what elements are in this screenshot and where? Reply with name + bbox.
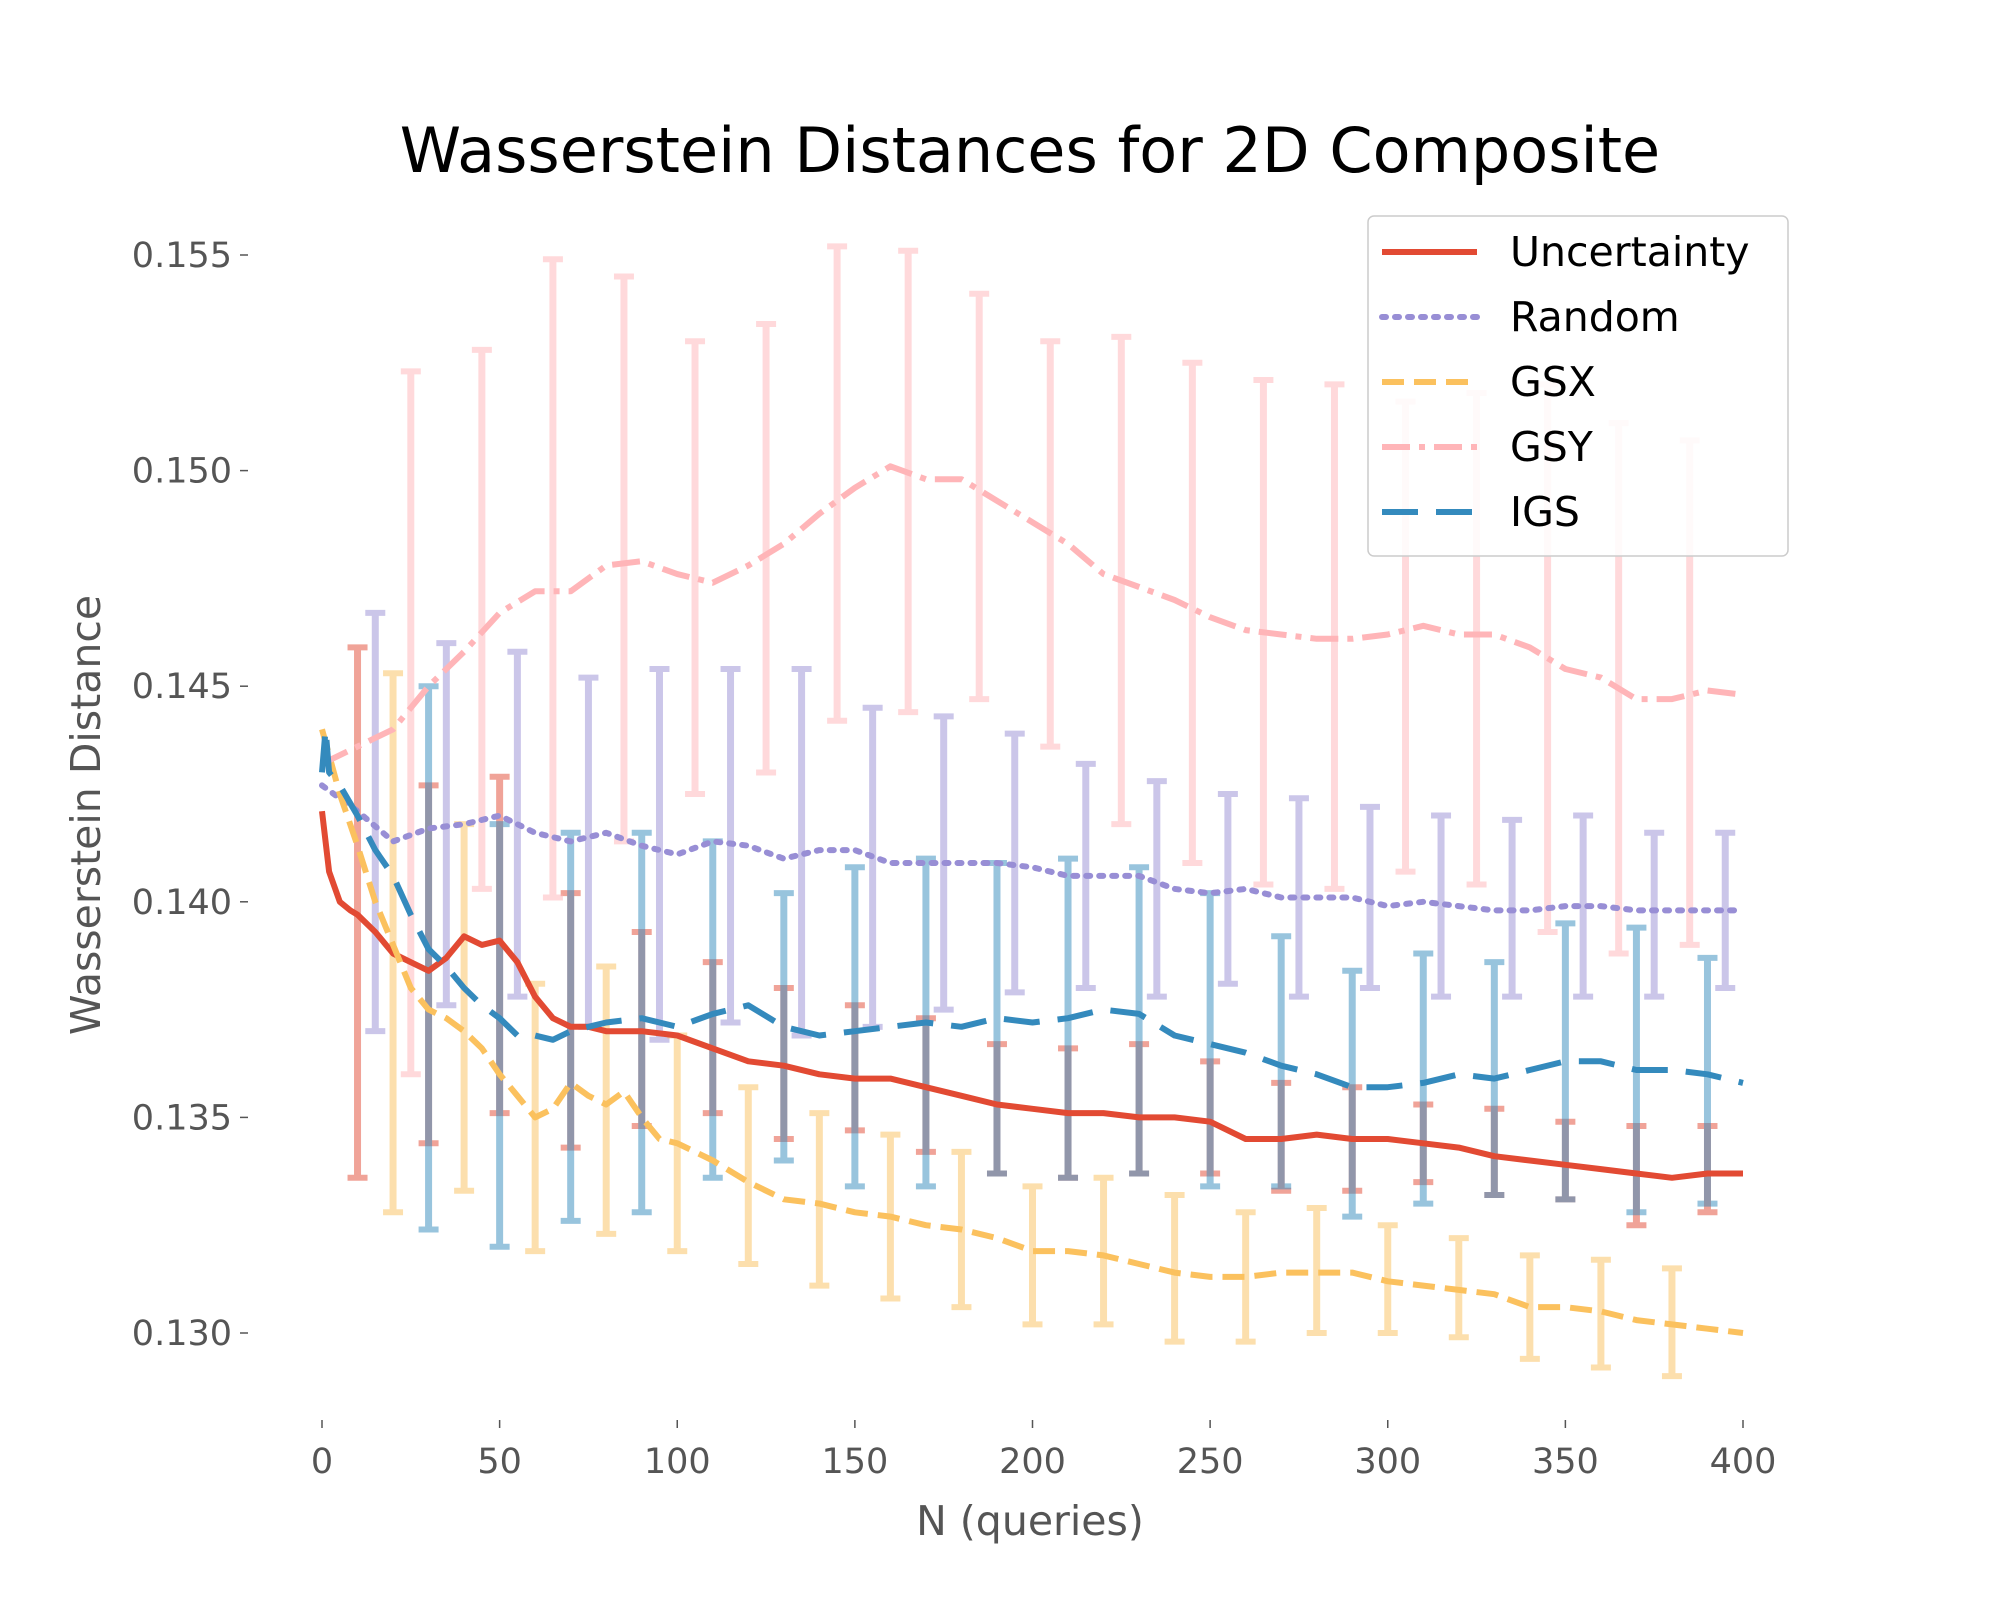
- series-line-random: [319, 782, 1746, 914]
- chart-title: Wasserstein Distances for 2D Composite: [400, 114, 1660, 187]
- x-tick-label: 150: [821, 1442, 888, 1482]
- errorbar-igs: [1271, 933, 1292, 1190]
- y-tick-label: 0.150: [132, 452, 232, 492]
- series-line-igs: [319, 726, 1744, 1091]
- errorbar-gsy: [827, 243, 848, 724]
- x-tick-label: 350: [1532, 1442, 1599, 1482]
- errorbar-random: [1573, 812, 1594, 1000]
- errorbar-gsx: [1022, 1183, 1043, 1328]
- y-tick-label: 0.135: [132, 1098, 232, 1138]
- x-tick-label: 400: [1710, 1442, 1777, 1482]
- x-tick-label: 100: [644, 1442, 711, 1482]
- errorbar-igs: [1555, 920, 1576, 1203]
- errorbar-gsx: [809, 1110, 830, 1289]
- x-tick-label: 300: [1354, 1442, 1421, 1482]
- errorbar-gsy: [685, 338, 706, 797]
- series-lines: [319, 463, 1746, 1336]
- errorbar-gsx: [1306, 1204, 1327, 1336]
- errorbar-igs: [1697, 954, 1718, 1207]
- errorbar-gsx: [1235, 1209, 1256, 1345]
- errorbar-random: [649, 665, 670, 1043]
- errorbar-gsy: [969, 290, 990, 703]
- errorbar-gsy: [898, 247, 919, 716]
- errorbar-gsy: [542, 256, 563, 901]
- y-axis-label: Wasserstein Distance: [62, 595, 110, 1035]
- y-tick-label: 0.145: [132, 667, 232, 707]
- x-axis-ticks: 0 50 100 150 200 250 300 350 400: [311, 1420, 1777, 1482]
- legend-label-gsx: GSX: [1510, 358, 1596, 406]
- y-tick-label: 0.140: [132, 883, 232, 923]
- series-line-gsy: [320, 463, 1744, 767]
- errorbar-gsx: [1519, 1252, 1540, 1362]
- y-tick-label: 0.155: [132, 236, 232, 276]
- legend-label-igs: IGS: [1510, 488, 1580, 536]
- errorbar-random: [1715, 829, 1736, 992]
- errorbar-gsy: [471, 346, 492, 892]
- errorbar-gsy: [400, 368, 421, 1078]
- x-tick-label: 0: [311, 1442, 333, 1482]
- legend-label-gsy: GSY: [1510, 423, 1594, 471]
- series-line-uncertainty: [319, 810, 1743, 1181]
- errorbar-random: [1359, 803, 1380, 992]
- errorbar-random: [1431, 812, 1452, 1000]
- errorbar-gsx: [1590, 1256, 1611, 1371]
- errorbar-random: [365, 609, 386, 1035]
- errorbar-igs: [1129, 864, 1150, 1177]
- errorbar-gsx: [738, 1084, 759, 1268]
- errorbar-gsy: [756, 320, 777, 776]
- errorbar-igs: [418, 683, 439, 1233]
- errorbar-igs: [1342, 967, 1363, 1220]
- x-tick-label: 50: [477, 1442, 522, 1482]
- errorbar-random: [1288, 795, 1309, 1000]
- legend-label-uncertainty: Uncertainty: [1510, 228, 1750, 276]
- errorbar-gsy: [1040, 338, 1061, 750]
- errorbar-gsx: [1093, 1174, 1114, 1328]
- x-tick-label: 200: [999, 1442, 1066, 1482]
- y-axis-ticks: 0.130 0.135 0.140 0.145 0.150 0.155: [132, 236, 248, 1354]
- errorbar-gsx: [1164, 1192, 1185, 1345]
- errorbar-random: [1146, 778, 1167, 1000]
- errorbar-gsx: [596, 963, 617, 1237]
- errorbar-igs: [773, 890, 794, 1164]
- legend: Uncertainty Random GSX GSY IGS: [1367, 215, 1789, 557]
- errorbar-igs: [1413, 950, 1434, 1207]
- errorbar-random: [1644, 829, 1665, 1000]
- errorbar-igs: [844, 864, 865, 1190]
- errorbar-gsy: [1182, 359, 1203, 866]
- legend-frame: [1367, 215, 1789, 557]
- x-axis-label: N (queries): [916, 1497, 1144, 1545]
- errorbar-igs: [489, 821, 510, 1250]
- series-line-gsx: [319, 728, 1744, 1336]
- legend-label-random: Random: [1510, 293, 1680, 341]
- errorbar-igs: [631, 829, 652, 1216]
- y-tick-label: 0.130: [132, 1314, 232, 1354]
- x-tick-label: 250: [1177, 1442, 1244, 1482]
